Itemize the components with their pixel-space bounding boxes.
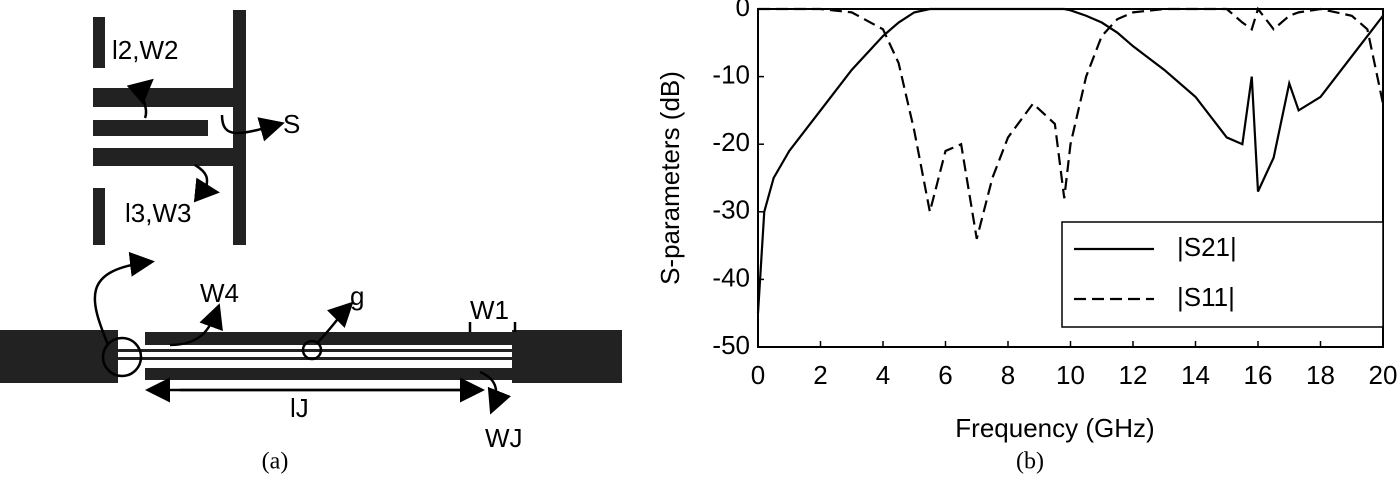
y-tick-label: -50 (712, 330, 750, 360)
series-line (756, 7, 1384, 314)
series-line (758, 6, 1385, 240)
dim-label: WJ (485, 423, 523, 453)
x-tick-label: 12 (1119, 360, 1148, 390)
x-tick-label: 18 (1306, 360, 1335, 390)
x-tick-label: 14 (1181, 360, 1210, 390)
y-tick-label: -20 (712, 127, 750, 157)
x-tick-label: 10 (1056, 360, 1085, 390)
y-tick-label: 0 (736, 0, 750, 22)
dim-label: S (283, 109, 300, 139)
x-tick-label: 2 (813, 360, 827, 390)
x-tick-label: 8 (1001, 360, 1015, 390)
x-tick-label: 0 (751, 360, 765, 390)
dim-label: l2,W2 (112, 35, 178, 65)
dim-label: W4 (200, 278, 239, 308)
caption: (b) (1016, 449, 1044, 475)
legend-box (1061, 221, 1384, 328)
dim-label: g (350, 281, 364, 311)
dim-label: W1 (470, 295, 509, 325)
legend-label: |S11| (1177, 282, 1235, 312)
diagram: l2,W2 S l3,W3 W4 g W1 lJ WJ (a) (0, 10, 622, 475)
y-axis-label: S-parameters (dB) (655, 71, 685, 285)
legend-label: |S21| (1177, 232, 1237, 262)
y-tick-label: -10 (712, 59, 750, 89)
x-axis-label: Frequency (GHz) (955, 413, 1154, 443)
caption: (a) (262, 449, 289, 475)
y-tick-label: -40 (712, 262, 750, 292)
y-tick-label: -30 (712, 195, 750, 225)
dim-label: lJ (290, 393, 309, 423)
x-tick-label: 20 (1369, 360, 1398, 390)
x-tick-label: 16 (1244, 360, 1273, 390)
chart: (b) Frequency (GHz) S-parameters (dB) 0 2… (655, 0, 1398, 475)
dim-label: l3,W3 (125, 198, 191, 228)
x-tick-label: 4 (876, 360, 890, 390)
x-tick-label: 6 (938, 360, 952, 390)
